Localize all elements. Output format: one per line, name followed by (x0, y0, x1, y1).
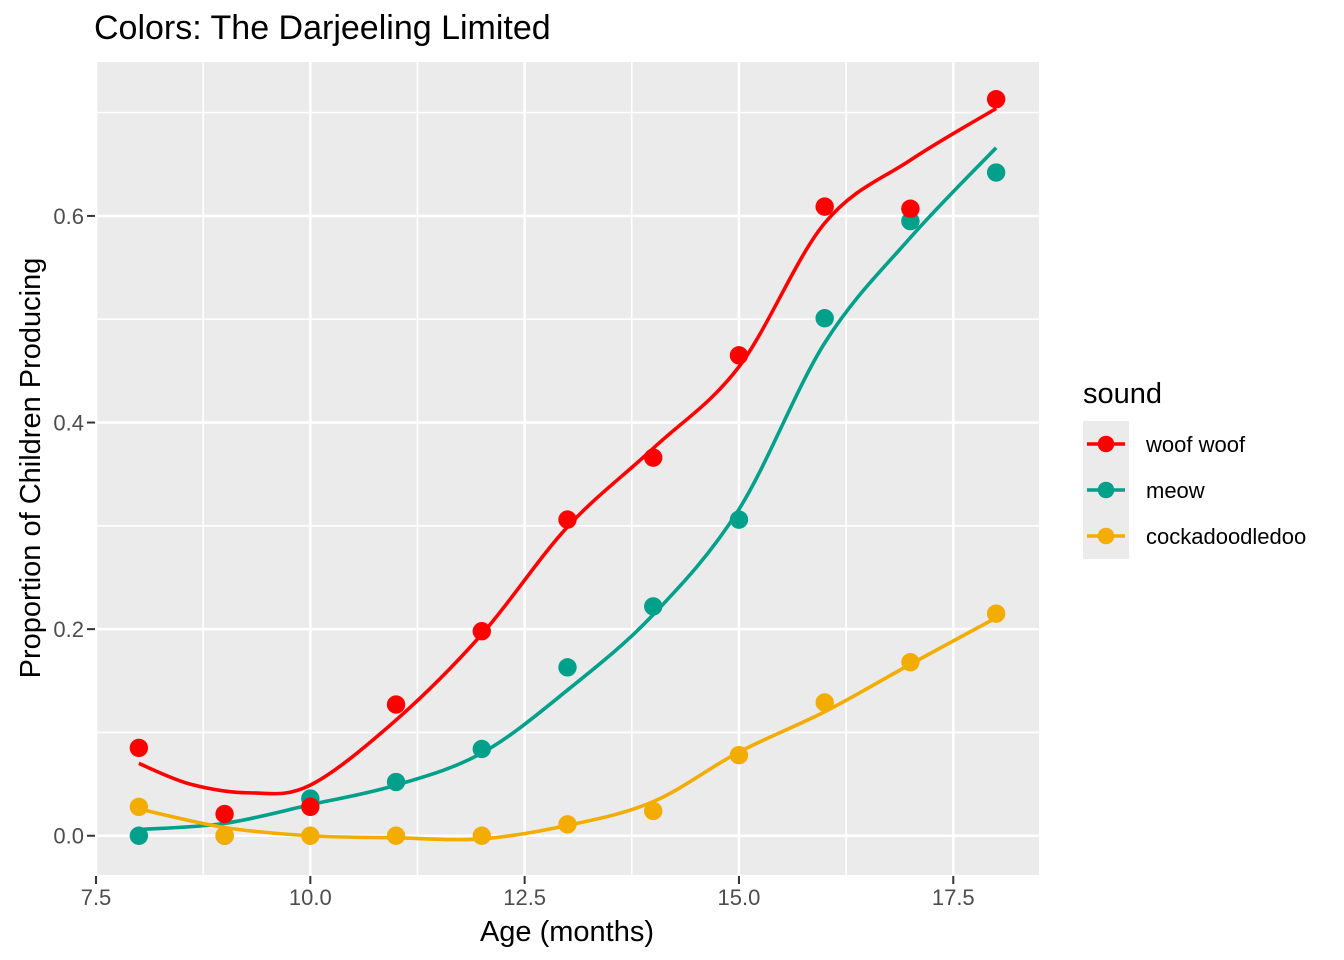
legend-item-label: meow (1146, 478, 1205, 503)
data-point-woof-woof (386, 695, 406, 714)
y-tick-label: 0.4 (53, 411, 84, 436)
data-point-cockadoodledoo (644, 801, 663, 821)
plot-panel (96, 62, 1039, 875)
data-point-woof-woof (215, 804, 234, 824)
data-point-woof-woof (901, 199, 920, 218)
data-point-cockadoodledoo (986, 604, 1006, 623)
data-point-woof-woof (986, 89, 1006, 109)
data-point-meow (644, 597, 663, 616)
legend-item-label: cockadoodledoo (1146, 524, 1306, 549)
data-point-cockadoodledoo (729, 745, 749, 765)
x-tick-label: 12.5 (503, 885, 546, 910)
panel-background (96, 62, 1039, 875)
data-point-meow (129, 826, 149, 845)
data-point-woof-woof (472, 622, 491, 641)
data-point-meow (986, 163, 1006, 182)
data-point-cockadoodledoo (901, 652, 920, 672)
data-point-cockadoodledoo (558, 815, 577, 834)
data-point-meow (815, 308, 834, 328)
data-point-woof-woof (129, 738, 149, 758)
x-tick-label: 7.5 (81, 885, 112, 910)
smooth-line-woof-woof (138, 106, 998, 796)
y-tick-label: 0.6 (53, 204, 84, 229)
data-point-woof-woof (644, 448, 663, 467)
y-tick-label: 0.2 (53, 617, 84, 642)
axes: 7.5 10.0 12.5 15.0 17.5 0.0 0.2 0.4 0.6 (53, 204, 974, 910)
x-tick-label: 10.0 (289, 885, 332, 910)
data-point-woof-woof (815, 197, 834, 216)
data-point-woof-woof (729, 346, 749, 365)
series-layer (129, 89, 1006, 845)
legend-item-label: woof woof (1145, 432, 1246, 457)
plot-title: Colors: The Darjeeling Limited (94, 9, 551, 47)
legend-title: sound (1083, 378, 1162, 410)
data-point-cockadoodledoo (815, 693, 834, 712)
data-point-meow (729, 510, 749, 529)
data-point-meow (472, 739, 491, 759)
x-tick-label: 15.0 (718, 885, 761, 910)
legend: sound woof woof meow cockadoodledoo (1083, 378, 1306, 559)
data-point-cockadoodledoo (386, 826, 406, 845)
legend-key-point-icon (1097, 435, 1115, 453)
data-point-cockadoodledoo (129, 797, 149, 817)
legend-key-point-icon (1097, 527, 1115, 545)
data-point-cockadoodledoo (301, 826, 320, 845)
data-point-woof-woof (558, 510, 577, 529)
data-point-cockadoodledoo (215, 826, 234, 845)
x-tick-label: 17.5 (932, 885, 975, 910)
legend-key-point-icon (1097, 481, 1115, 499)
data-point-cockadoodledoo (472, 826, 491, 845)
y-tick-label: 0.0 (53, 824, 84, 849)
y-axis-title: Proportion of Children Producing (15, 258, 47, 679)
data-point-meow (386, 772, 406, 792)
data-point-woof-woof (301, 797, 320, 817)
data-point-meow (558, 658, 577, 677)
x-axis-title: Age (months) (480, 916, 654, 948)
